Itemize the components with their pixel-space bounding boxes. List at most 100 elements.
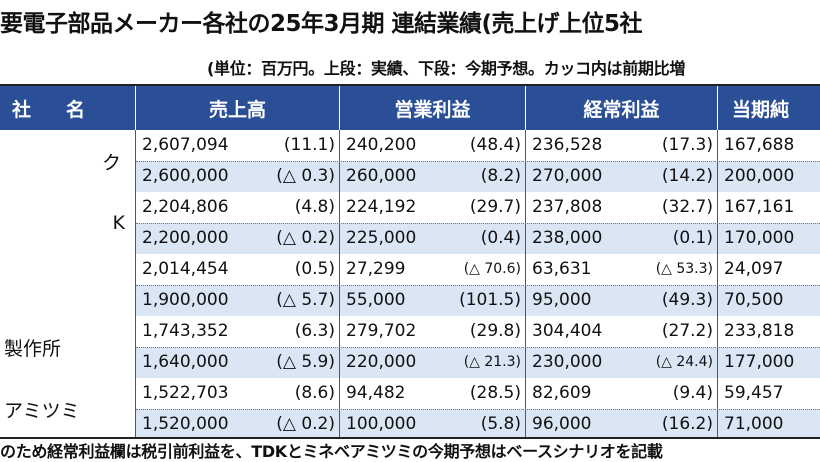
- cell-change-pct: (△ 0.2): [276, 228, 335, 248]
- page-title: 要電子部品メーカー各社の25年3月期 連結業績(売上げ上位5社: [0, 11, 643, 37]
- cell-change-pct: (17.3): [661, 135, 713, 155]
- table-cell: 167,688: [718, 130, 820, 161]
- company-name-cell: アミツミ: [0, 378, 136, 437]
- cell-value: 260,000: [346, 166, 417, 186]
- cell-change-pct: (32.7): [661, 197, 713, 217]
- company-name: ク: [101, 151, 121, 174]
- cell-value: 279,702: [346, 321, 417, 341]
- table-cell: 95,000 (49.3): [526, 285, 718, 316]
- cell-value: 2,600,000: [142, 166, 229, 186]
- cell-value: 304,404: [532, 321, 603, 341]
- cell-change-pct: (△ 24.4): [655, 354, 713, 370]
- row-divider: [136, 409, 820, 410]
- unit-note: (単位：百万円。上段：実績、下段：今期予想。カッコ内は前期比増: [207, 59, 686, 78]
- table-cell: 59,457: [718, 378, 820, 409]
- table-cell: 170,000: [718, 223, 820, 254]
- cell-value: 238,000: [532, 228, 603, 248]
- company-name-cell: ク: [0, 130, 136, 192]
- cell-value: 220,000: [346, 352, 417, 372]
- table-cell: 240,200 (48.4): [340, 130, 526, 161]
- cell-value: 94,482: [346, 383, 406, 403]
- table-cell: 270,000 (14.2): [526, 161, 718, 192]
- table-cell: 1,522,703 (8.6): [136, 378, 340, 409]
- table-cell: 2,607,094 (11.1): [136, 130, 340, 161]
- cell-value: 225,000: [346, 228, 417, 248]
- table-cell: 224,192 (29.7): [340, 192, 526, 223]
- cell-value: 2,200,000: [142, 228, 229, 248]
- cell-value: 167,161: [724, 197, 795, 217]
- cell-change-pct: (9.4): [672, 383, 713, 403]
- footnote: のため経常利益欄は税引前利益を、TDKとミネベアミツミの今期予想はベースシナリオ…: [0, 442, 663, 461]
- table-row-actual: 2,607,094 (11.1) 240,200 (48.4) 236,528 (17.3…: [0, 130, 820, 161]
- table-cell: 236,528 (17.3): [526, 130, 718, 161]
- row-divider: [136, 161, 820, 162]
- cell-value: 270,000: [532, 166, 603, 186]
- cell-change-pct: (△ 21.3): [463, 354, 521, 370]
- table-cell: 167,161: [718, 192, 820, 223]
- cell-change-pct: (16.2): [661, 414, 713, 434]
- cell-change-pct: (△ 53.3): [655, 261, 713, 277]
- cell-change-pct: (4.8): [294, 197, 335, 217]
- table-cell: 260,000 (8.2): [340, 161, 526, 192]
- cell-value: 200,000: [724, 166, 795, 186]
- company-name: アミツミ: [4, 399, 80, 422]
- table-cell: 96,000 (16.2): [526, 409, 718, 437]
- table-cell: 24,097: [718, 254, 820, 285]
- table-cell: 1,640,000 (△ 5.9): [136, 347, 340, 378]
- cell-change-pct: (101.5): [459, 290, 521, 310]
- cell-change-pct: (48.4): [469, 135, 521, 155]
- table-cell: 82,609 (9.4): [526, 378, 718, 409]
- cell-value: 233,818: [724, 321, 795, 341]
- company-name: K: [112, 212, 125, 234]
- cell-value: 1,522,703: [142, 383, 229, 403]
- cell-value: 2,204,806: [142, 197, 229, 217]
- company-name: 製作所: [4, 337, 62, 360]
- table-row-forecast: 1,640,000 (△ 5.9) 220,000 (△ 21.3) 230,000 (△…: [0, 347, 820, 378]
- cell-value: 96,000: [532, 414, 592, 434]
- cell-value: 2,014,454: [142, 259, 229, 279]
- table-row-actual: 2,204,806 (4.8) 224,192 (29.7) 237,808 (32.7)…: [0, 192, 820, 223]
- table-cell: 94,482 (28.5): [340, 378, 526, 409]
- company-name-cell: [0, 254, 136, 316]
- table-cell: 63,631 (△ 53.3): [526, 254, 718, 285]
- table-cell: 1,743,352 (6.3): [136, 316, 340, 347]
- table-cell: 55,000 (101.5): [340, 285, 526, 316]
- table-cell: 238,000 (0.1): [526, 223, 718, 254]
- table-cell: 225,000 (0.4): [340, 223, 526, 254]
- cell-value: 82,609: [532, 383, 592, 403]
- table-cell: 1,520,000 (△ 0.2): [136, 409, 340, 437]
- table-cell: 2,600,000 (△ 0.3): [136, 161, 340, 192]
- cell-change-pct: (0.5): [294, 259, 335, 279]
- table-row-forecast: 2,600,000 (△ 0.3) 260,000 (8.2) 270,000 (14.2…: [0, 161, 820, 192]
- cell-value: 1,520,000: [142, 414, 229, 434]
- cell-change-pct: (11.1): [283, 135, 335, 155]
- header-company-1: 社: [12, 98, 32, 121]
- cell-value: 70,500: [724, 290, 784, 310]
- cell-change-pct: (△ 0.2): [276, 414, 335, 434]
- cell-value: 63,631: [532, 259, 592, 279]
- earnings-table: 社 名 売上高 営業利益 経常利益 当期純 2,607,094 (11.1) 240…: [0, 84, 820, 439]
- table-cell: 304,404 (27.2): [526, 316, 718, 347]
- company-name-cell: 製作所: [0, 316, 136, 378]
- row-divider: [136, 285, 820, 286]
- cell-change-pct: (49.3): [661, 290, 713, 310]
- table-cell: 200,000: [718, 161, 820, 192]
- table-cell: 70,500: [718, 285, 820, 316]
- cell-change-pct: (8.6): [294, 383, 335, 403]
- cell-value: 1,743,352: [142, 321, 229, 341]
- header-ordinary-profit: 経常利益: [526, 86, 718, 130]
- cell-change-pct: (14.2): [661, 166, 713, 186]
- table-cell: 2,204,806 (4.8): [136, 192, 340, 223]
- cell-change-pct: (27.2): [661, 321, 713, 341]
- table-cell: 237,808 (32.7): [526, 192, 718, 223]
- table-cell: 1,900,000 (△ 5.7): [136, 285, 340, 316]
- table-row-forecast: 2,200,000 (△ 0.2) 225,000 (0.4) 238,000 (0.1)…: [0, 223, 820, 254]
- row-divider: [136, 223, 820, 224]
- table-cell: 27,299 (△ 70.6): [340, 254, 526, 285]
- cell-value: 1,900,000: [142, 290, 229, 310]
- table-cell: 71,000: [718, 409, 820, 437]
- cell-value: 55,000: [346, 290, 406, 310]
- cell-value: 95,000: [532, 290, 592, 310]
- cell-change-pct: (28.5): [469, 383, 521, 403]
- cell-value: 27,299: [346, 259, 406, 279]
